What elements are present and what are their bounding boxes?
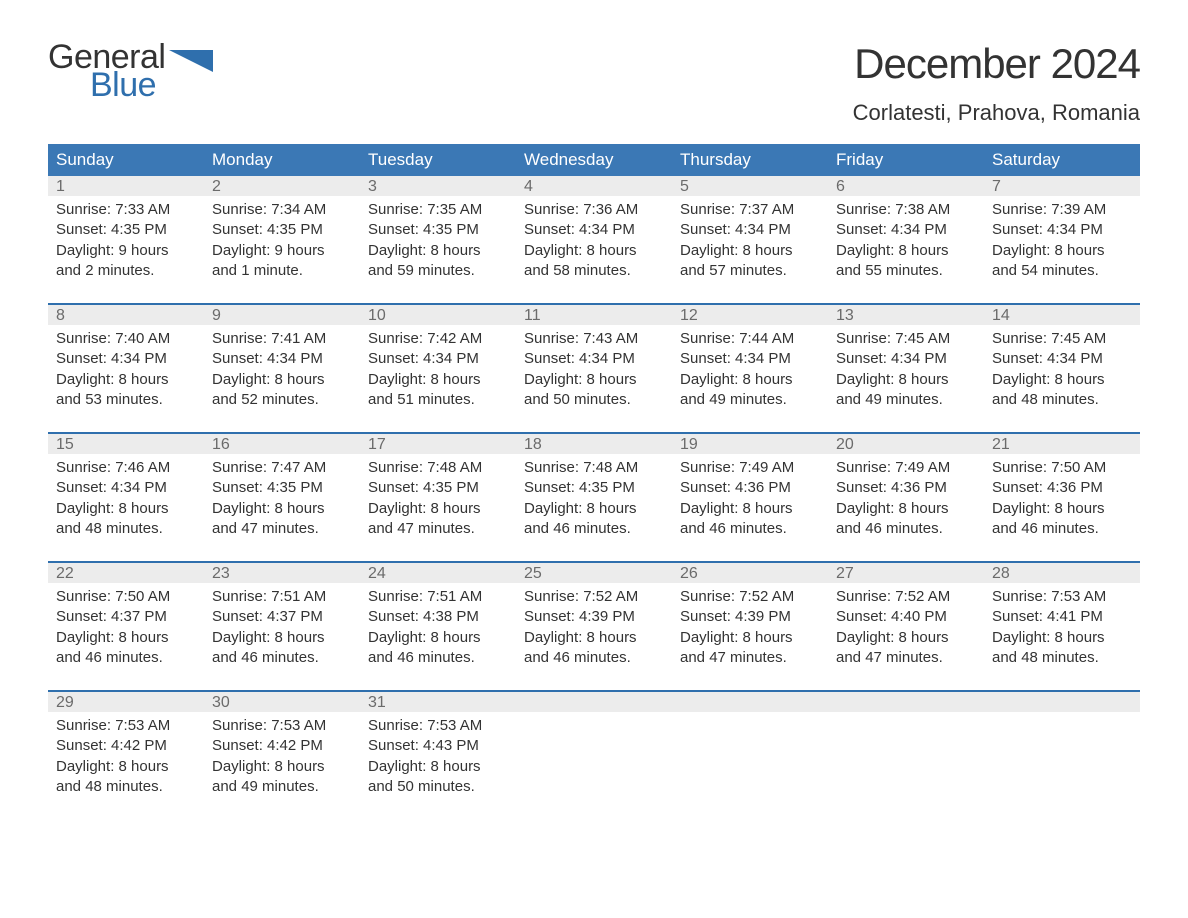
day-detail: Sunrise: 7:51 AMSunset: 4:37 PMDaylight:… bbox=[204, 583, 360, 691]
day-header: Saturday bbox=[984, 144, 1140, 176]
day-detail: Sunrise: 7:48 AMSunset: 4:35 PMDaylight:… bbox=[516, 454, 672, 562]
day-number-row: 22232425262728 bbox=[48, 563, 1140, 583]
day-number bbox=[828, 692, 984, 712]
day-number: 21 bbox=[984, 434, 1140, 454]
day-number: 23 bbox=[204, 563, 360, 583]
day-detail: Sunrise: 7:52 AMSunset: 4:39 PMDaylight:… bbox=[672, 583, 828, 691]
day-number: 15 bbox=[48, 434, 204, 454]
title-block: December 2024 Corlatesti, Prahova, Roman… bbox=[853, 40, 1140, 136]
day-detail bbox=[984, 712, 1140, 805]
day-header: Monday bbox=[204, 144, 360, 176]
day-detail: Sunrise: 7:39 AMSunset: 4:34 PMDaylight:… bbox=[984, 196, 1140, 304]
day-number: 1 bbox=[48, 176, 204, 196]
day-detail: Sunrise: 7:46 AMSunset: 4:34 PMDaylight:… bbox=[48, 454, 204, 562]
day-detail: Sunrise: 7:41 AMSunset: 4:34 PMDaylight:… bbox=[204, 325, 360, 433]
day-number-row: 15161718192021 bbox=[48, 434, 1140, 454]
day-header: Friday bbox=[828, 144, 984, 176]
month-title: December 2024 bbox=[853, 40, 1140, 88]
day-number: 4 bbox=[516, 176, 672, 196]
day-detail: Sunrise: 7:49 AMSunset: 4:36 PMDaylight:… bbox=[672, 454, 828, 562]
day-number: 7 bbox=[984, 176, 1140, 196]
day-detail: Sunrise: 7:43 AMSunset: 4:34 PMDaylight:… bbox=[516, 325, 672, 433]
day-detail: Sunrise: 7:52 AMSunset: 4:40 PMDaylight:… bbox=[828, 583, 984, 691]
day-number: 6 bbox=[828, 176, 984, 196]
day-number: 27 bbox=[828, 563, 984, 583]
day-detail: Sunrise: 7:53 AMSunset: 4:42 PMDaylight:… bbox=[204, 712, 360, 805]
day-detail-row: Sunrise: 7:33 AMSunset: 4:35 PMDaylight:… bbox=[48, 196, 1140, 304]
day-detail: Sunrise: 7:35 AMSunset: 4:35 PMDaylight:… bbox=[360, 196, 516, 304]
day-number bbox=[984, 692, 1140, 712]
day-number: 31 bbox=[360, 692, 516, 712]
day-detail: Sunrise: 7:53 AMSunset: 4:43 PMDaylight:… bbox=[360, 712, 516, 805]
day-detail: Sunrise: 7:44 AMSunset: 4:34 PMDaylight:… bbox=[672, 325, 828, 433]
day-detail: Sunrise: 7:52 AMSunset: 4:39 PMDaylight:… bbox=[516, 583, 672, 691]
day-header: Thursday bbox=[672, 144, 828, 176]
day-detail: Sunrise: 7:33 AMSunset: 4:35 PMDaylight:… bbox=[48, 196, 204, 304]
day-number: 8 bbox=[48, 305, 204, 325]
day-detail: Sunrise: 7:48 AMSunset: 4:35 PMDaylight:… bbox=[360, 454, 516, 562]
day-header: Sunday bbox=[48, 144, 204, 176]
day-detail: Sunrise: 7:45 AMSunset: 4:34 PMDaylight:… bbox=[828, 325, 984, 433]
day-detail bbox=[516, 712, 672, 805]
day-detail-row: Sunrise: 7:40 AMSunset: 4:34 PMDaylight:… bbox=[48, 325, 1140, 433]
day-number: 25 bbox=[516, 563, 672, 583]
day-detail: Sunrise: 7:45 AMSunset: 4:34 PMDaylight:… bbox=[984, 325, 1140, 433]
day-number-row: 891011121314 bbox=[48, 305, 1140, 325]
day-number: 18 bbox=[516, 434, 672, 454]
day-header: Tuesday bbox=[360, 144, 516, 176]
day-detail: Sunrise: 7:40 AMSunset: 4:34 PMDaylight:… bbox=[48, 325, 204, 433]
day-number: 9 bbox=[204, 305, 360, 325]
day-detail-row: Sunrise: 7:50 AMSunset: 4:37 PMDaylight:… bbox=[48, 583, 1140, 691]
day-detail: Sunrise: 7:51 AMSunset: 4:38 PMDaylight:… bbox=[360, 583, 516, 691]
day-detail: Sunrise: 7:50 AMSunset: 4:36 PMDaylight:… bbox=[984, 454, 1140, 562]
day-detail: Sunrise: 7:34 AMSunset: 4:35 PMDaylight:… bbox=[204, 196, 360, 304]
day-detail bbox=[828, 712, 984, 805]
day-detail: Sunrise: 7:37 AMSunset: 4:34 PMDaylight:… bbox=[672, 196, 828, 304]
logo-text-bottom: Blue bbox=[90, 68, 215, 102]
day-number: 22 bbox=[48, 563, 204, 583]
day-detail: Sunrise: 7:42 AMSunset: 4:34 PMDaylight:… bbox=[360, 325, 516, 433]
day-number: 12 bbox=[672, 305, 828, 325]
day-number: 24 bbox=[360, 563, 516, 583]
day-number: 2 bbox=[204, 176, 360, 196]
day-detail: Sunrise: 7:50 AMSunset: 4:37 PMDaylight:… bbox=[48, 583, 204, 691]
day-number: 16 bbox=[204, 434, 360, 454]
day-number: 28 bbox=[984, 563, 1140, 583]
day-number: 14 bbox=[984, 305, 1140, 325]
day-detail: Sunrise: 7:36 AMSunset: 4:34 PMDaylight:… bbox=[516, 196, 672, 304]
day-header-row: SundayMondayTuesdayWednesdayThursdayFrid… bbox=[48, 144, 1140, 176]
day-header: Wednesday bbox=[516, 144, 672, 176]
day-detail: Sunrise: 7:53 AMSunset: 4:41 PMDaylight:… bbox=[984, 583, 1140, 691]
day-number-row: 293031 bbox=[48, 692, 1140, 712]
day-detail: Sunrise: 7:49 AMSunset: 4:36 PMDaylight:… bbox=[828, 454, 984, 562]
day-number: 26 bbox=[672, 563, 828, 583]
day-number: 29 bbox=[48, 692, 204, 712]
calendar-table: SundayMondayTuesdayWednesdayThursdayFrid… bbox=[48, 144, 1140, 805]
day-number: 20 bbox=[828, 434, 984, 454]
day-number: 19 bbox=[672, 434, 828, 454]
day-detail: Sunrise: 7:38 AMSunset: 4:34 PMDaylight:… bbox=[828, 196, 984, 304]
day-detail bbox=[672, 712, 828, 805]
day-number bbox=[516, 692, 672, 712]
day-number-row: 1234567 bbox=[48, 176, 1140, 196]
day-number: 30 bbox=[204, 692, 360, 712]
day-detail: Sunrise: 7:53 AMSunset: 4:42 PMDaylight:… bbox=[48, 712, 204, 805]
day-number: 17 bbox=[360, 434, 516, 454]
day-number: 11 bbox=[516, 305, 672, 325]
day-detail-row: Sunrise: 7:46 AMSunset: 4:34 PMDaylight:… bbox=[48, 454, 1140, 562]
day-detail: Sunrise: 7:47 AMSunset: 4:35 PMDaylight:… bbox=[204, 454, 360, 562]
logo: General Blue bbox=[48, 40, 215, 102]
day-number bbox=[672, 692, 828, 712]
location: Corlatesti, Prahova, Romania bbox=[853, 100, 1140, 126]
day-detail-row: Sunrise: 7:53 AMSunset: 4:42 PMDaylight:… bbox=[48, 712, 1140, 805]
day-number: 13 bbox=[828, 305, 984, 325]
day-number: 5 bbox=[672, 176, 828, 196]
day-number: 10 bbox=[360, 305, 516, 325]
header: General Blue December 2024 Corlatesti, P… bbox=[48, 40, 1140, 136]
day-number: 3 bbox=[360, 176, 516, 196]
